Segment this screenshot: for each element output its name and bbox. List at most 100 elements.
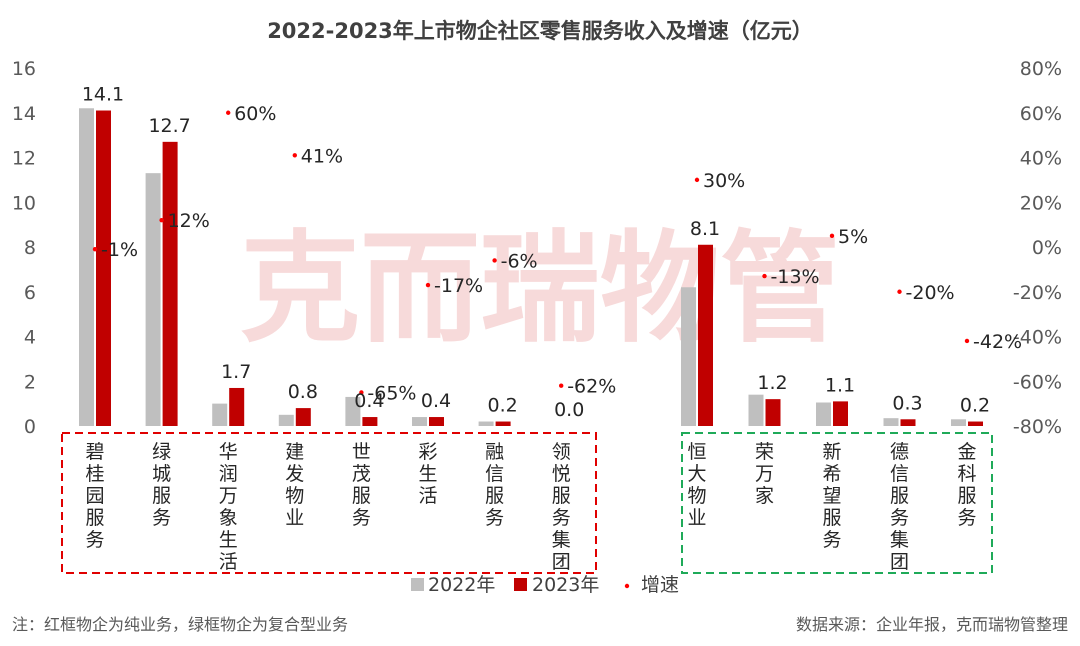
- bar-2022: [345, 396, 361, 426]
- value-label-2023: 14.1: [82, 84, 124, 106]
- category-label: 恒大物业: [687, 441, 706, 529]
- pure-business-group-box: [61, 432, 597, 574]
- value-label-2023: 0.8: [288, 381, 318, 403]
- value-label-2023: 0.2: [487, 395, 517, 417]
- y2-tick-label: 20%: [1020, 192, 1062, 214]
- y-tick-label: 16: [12, 58, 36, 80]
- bar-2023: [968, 421, 983, 426]
- y2-tick-label: -40%: [1013, 327, 1062, 349]
- footnote: 注：红框物企为纯业务，绿框物企为复合型业务: [12, 615, 348, 634]
- growth-label: -13%: [771, 266, 820, 288]
- category-label: 彩生活: [418, 441, 437, 507]
- category-label: 建发物业: [285, 441, 304, 529]
- legend: 2022年 2023年 增速: [411, 574, 679, 596]
- y-tick-label: 14: [12, 103, 36, 125]
- bar-2023: [900, 419, 916, 426]
- y2-tick-label: -60%: [1013, 371, 1062, 393]
- growth-label: 60%: [234, 103, 276, 125]
- growth-label: -42%: [973, 331, 1022, 353]
- growth-point: [559, 383, 564, 388]
- value-label-2023: 8.1: [690, 218, 720, 240]
- growth-label: 12%: [168, 210, 210, 232]
- y-tick-label: 8: [24, 237, 36, 259]
- growth-point: [694, 177, 700, 183]
- y-tick-label: 2: [24, 371, 36, 393]
- data-labels: 14.1 -1% 12.7 12% 1.7 60% 0.8 41% 0.4-65% 0.4 -17%…: [82, 84, 1022, 421]
- category-label: 荣万家: [755, 441, 774, 507]
- category-label: 华润万象生活: [219, 441, 238, 573]
- y2-tick-label: 60%: [1020, 103, 1062, 125]
- category-labels: 碧桂园服务 绿城服务 华润万象生活 建发物业 世茂服务 彩生活 融信服务 领悦服务集团 恒大物业…: [85, 441, 976, 573]
- bar-2023: [698, 244, 713, 426]
- value-label-2023: 1.2: [757, 372, 787, 394]
- bar-2023: [765, 399, 781, 426]
- growth-label: -65%: [367, 382, 416, 404]
- y-tick-label: 12: [12, 148, 36, 170]
- left-axis: 0 2 4 6 8 10 12 14 16: [12, 58, 36, 438]
- growth-point: [897, 289, 902, 294]
- watermark: 克而瑞物管: [240, 220, 840, 359]
- bar-2023: [362, 417, 378, 426]
- value-label-2023: 0.0: [554, 399, 584, 421]
- legend-label-2023: 2023年: [532, 574, 599, 596]
- bar-2022: [883, 418, 899, 426]
- bar-2023: [295, 408, 311, 426]
- bar-2022: [412, 417, 427, 426]
- bars: [79, 108, 983, 427]
- bar-2022: [748, 394, 764, 426]
- category-label: 绿城服务: [152, 441, 171, 529]
- bar-2022: [145, 173, 161, 426]
- bar-2022: [951, 419, 966, 426]
- y2-tick-label: 40%: [1020, 148, 1062, 170]
- y2-tick-label: 0%: [1032, 237, 1062, 259]
- bar-2023: [833, 401, 848, 426]
- growth-point: [359, 390, 364, 395]
- y-tick-label: 10: [12, 192, 36, 214]
- value-label-2023: 0.4: [354, 390, 384, 412]
- growth-point: [425, 282, 431, 288]
- category-label: 融信服务: [485, 441, 504, 529]
- growth-point: [492, 258, 497, 263]
- right-axis: -80% -60% -40% -20% 0% 20% 40% 60% 80%: [1013, 58, 1062, 438]
- category-label: 德信服务集团: [890, 441, 909, 573]
- y2-tick-label: 80%: [1020, 58, 1062, 80]
- bar-2022: [278, 414, 294, 426]
- growth-point: [159, 217, 164, 223]
- bar-2023: [96, 110, 111, 426]
- category-label: 领悦服务集团: [552, 441, 571, 573]
- bar-2022: [478, 421, 494, 426]
- category-label: 金科服务: [957, 441, 976, 529]
- legend-label-2022: 2022年: [428, 574, 495, 596]
- bar-2023: [162, 141, 178, 426]
- growth-label: -17%: [434, 275, 483, 297]
- growth-label: -1%: [101, 239, 138, 261]
- value-label-2023: 0.3: [892, 392, 922, 414]
- composite-business-group-box: [681, 432, 993, 574]
- bar-2022: [212, 403, 228, 426]
- legend-swatch-growth: [624, 583, 630, 589]
- value-label-2023: 0.4: [421, 390, 451, 412]
- value-label-2023: 1.7: [221, 361, 251, 383]
- growth-label: -6%: [501, 250, 538, 272]
- value-label-2023: 1.1: [825, 374, 855, 396]
- bar-2022: [79, 108, 94, 427]
- source-note: 数据来源：企业年报，克而瑞物管整理: [796, 615, 1068, 634]
- growth-label: 5%: [838, 226, 868, 248]
- value-label-2023: 12.7: [148, 115, 190, 137]
- growth-point: [762, 273, 767, 279]
- y2-tick-label: -80%: [1013, 416, 1062, 438]
- growth-label: -62%: [567, 376, 616, 398]
- bar-2022: [816, 402, 831, 426]
- growth-point: [226, 110, 231, 115]
- bar-2023: [429, 417, 444, 426]
- bar-2023: [229, 387, 245, 426]
- value-label-2023: 0.2: [960, 395, 990, 417]
- legend-swatch-2022: [411, 578, 424, 591]
- growth-point: [829, 233, 835, 239]
- growth-label: 30%: [703, 170, 745, 192]
- category-label: 世茂服务: [352, 441, 371, 529]
- bar-2023: [495, 421, 511, 426]
- y-tick-label: 4: [24, 327, 36, 349]
- y-tick-label: 6: [24, 282, 36, 304]
